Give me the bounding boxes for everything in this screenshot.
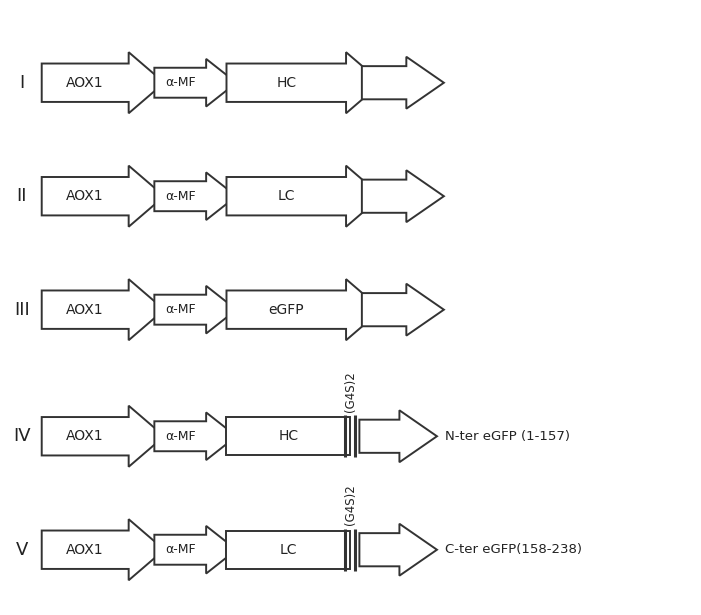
Polygon shape [42,52,164,113]
Polygon shape [226,52,381,113]
Text: (G4S)2: (G4S)2 [343,485,357,525]
Text: HC: HC [276,76,297,90]
Polygon shape [226,417,350,456]
Text: AOX1: AOX1 [67,76,104,90]
Polygon shape [154,413,236,460]
Text: AOX1: AOX1 [67,189,104,203]
Text: (G4S)2: (G4S)2 [343,371,357,411]
Polygon shape [226,279,381,340]
Text: C-ter eGFP(158-238): C-ter eGFP(158-238) [445,543,582,556]
Text: AOX1: AOX1 [67,303,104,317]
Text: AOX1: AOX1 [67,542,104,557]
Polygon shape [362,170,444,222]
Polygon shape [154,286,236,333]
Text: eGFP: eGFP [268,303,304,317]
Text: IV: IV [13,427,31,445]
Text: α-MF: α-MF [165,303,196,316]
Text: III: III [14,301,30,319]
Polygon shape [362,57,444,109]
Text: HC: HC [278,429,299,443]
Text: V: V [15,541,28,559]
Text: α-MF: α-MF [165,189,196,203]
Polygon shape [42,279,164,340]
Text: N-ter eGFP (1-157): N-ter eGFP (1-157) [445,430,570,443]
Polygon shape [360,524,437,576]
Polygon shape [42,519,164,581]
Polygon shape [42,406,164,467]
Polygon shape [154,59,236,106]
Polygon shape [154,172,236,220]
Text: α-MF: α-MF [165,543,196,556]
Text: α-MF: α-MF [165,430,196,443]
Text: LC: LC [278,189,295,203]
Polygon shape [226,531,350,569]
Text: α-MF: α-MF [165,76,196,89]
Text: LC: LC [280,542,297,557]
Text: I: I [20,74,25,92]
Polygon shape [154,526,236,574]
Polygon shape [226,165,381,227]
Polygon shape [360,410,437,462]
Polygon shape [42,165,164,227]
Text: II: II [17,187,27,205]
Text: AOX1: AOX1 [67,429,104,443]
Polygon shape [362,284,444,336]
